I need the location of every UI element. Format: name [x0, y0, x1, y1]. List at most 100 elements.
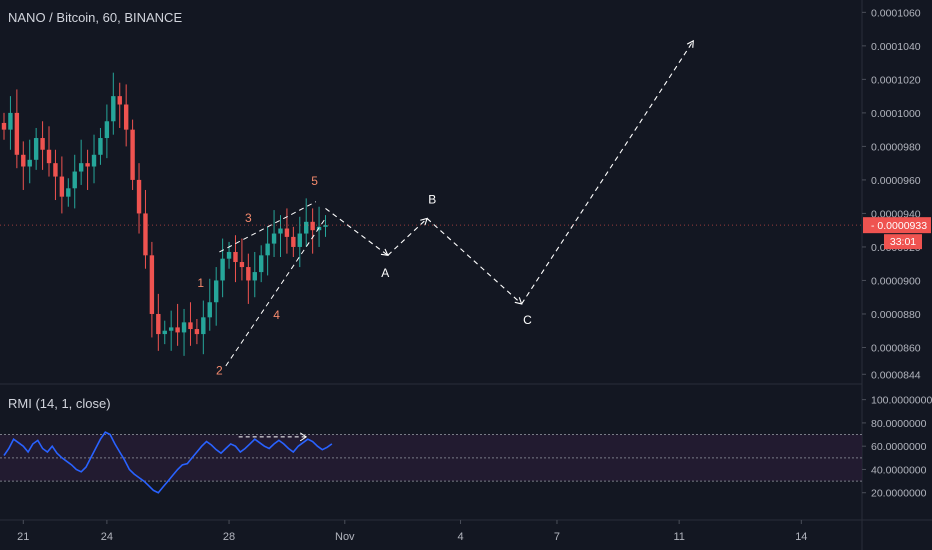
candle-body [143, 213, 148, 256]
forecast-segment [521, 40, 694, 305]
candle-body [59, 176, 65, 197]
candle-body [201, 317, 206, 335]
abc-label: B [428, 192, 436, 206]
price-tag: - 0.0000933 33:01 [0, 217, 931, 250]
candle-body [323, 225, 328, 227]
candle-body [265, 243, 270, 256]
candle-body [213, 280, 219, 303]
candle-body [239, 262, 245, 268]
candle-body [194, 329, 200, 335]
price-axis-label: 0.0001060 [871, 7, 921, 19]
candle-body [188, 322, 193, 330]
candle-body [111, 96, 116, 122]
wave-label: 2 [216, 363, 223, 377]
candle-body [207, 302, 212, 318]
candle-body [14, 112, 20, 155]
candle-body [156, 313, 161, 335]
candle-body [304, 221, 309, 234]
forecast-arrowhead [514, 297, 523, 305]
candle-body [130, 129, 135, 180]
rmi-layer [3, 431, 333, 494]
candle-body [98, 138, 103, 155]
annotation-layer: 1 2 3 4 5 A B C [197, 39, 694, 377]
rmi-band-fill [0, 434, 862, 482]
time-axis-label: 14 [795, 531, 807, 543]
time-axis-label: 28 [223, 531, 235, 543]
price-axis-label: 0.0000980 [871, 141, 921, 153]
candle-body [78, 163, 84, 172]
time-axis-label: 24 [101, 531, 113, 543]
candle-body [291, 236, 296, 247]
price-tag-value: - 0.0000933 [871, 220, 927, 232]
price-axis-label: 0.0000844 [871, 369, 921, 381]
candles-layer [1, 72, 328, 356]
rmi-axis-label: 80.0000000 [871, 418, 927, 430]
candle-body [27, 159, 32, 167]
candle-body [220, 258, 225, 281]
forecast-segment [426, 218, 522, 305]
price-axis-label: 0.0001040 [871, 41, 921, 53]
candle-body [85, 163, 90, 167]
candle-body [8, 112, 13, 130]
candle-body [53, 163, 58, 177]
candle-body [46, 149, 52, 164]
candle-body [117, 96, 122, 105]
time-axis-label: 7 [554, 531, 560, 543]
price-axis-label: 0.0000860 [871, 342, 921, 354]
channel-upper-line [219, 201, 317, 253]
candle-body [104, 121, 110, 139]
candle-body [271, 233, 277, 244]
candle-body [1, 122, 7, 130]
price-axis-label: 0.0001000 [871, 108, 921, 120]
candle-body [226, 251, 232, 259]
candle-body [162, 330, 167, 335]
candle-body [123, 104, 129, 130]
price-axis-label: 0.0000880 [871, 309, 921, 321]
time-axis-label: 21 [17, 531, 29, 543]
abc-label: C [523, 313, 532, 327]
axes-layer: 0.0001060 0.0001040 0.0001020 0.0001000 0.00… [17, 7, 932, 543]
time-axis-label: Nov [335, 531, 355, 543]
candle-body [33, 138, 39, 160]
countdown-value: 33:01 [890, 236, 916, 248]
wave-label: 4 [273, 308, 280, 322]
price-axis-label: 0.0000960 [871, 175, 921, 187]
rmi-axis-label: 60.0000000 [871, 441, 927, 453]
candle-body [278, 228, 283, 234]
time-axis-label: 4 [457, 531, 463, 543]
candle-body [181, 322, 187, 333]
forecast-arrowhead [686, 39, 694, 48]
candle-body [66, 188, 71, 197]
wave-label: 5 [311, 174, 318, 188]
candle-body [284, 228, 290, 237]
forecast-segment [325, 207, 389, 256]
candle-body [259, 255, 264, 273]
candle-body [21, 154, 26, 167]
candle-body [252, 272, 257, 281]
candle-body [168, 327, 174, 331]
candle-body [246, 267, 251, 281]
price-tag-box [863, 217, 931, 234]
wave-label: 3 [245, 211, 252, 225]
rmi-axis-label: 20.0000000 [871, 488, 927, 500]
candle-body [149, 255, 155, 314]
chart-title: NANO / Bitcoin, 60, BINANCE [8, 10, 183, 25]
rmi-line [3, 431, 333, 494]
abc-label: A [381, 266, 389, 280]
candle-body [91, 154, 97, 167]
candle-body [175, 327, 180, 333]
rmi-arrowhead [299, 432, 308, 442]
channel-lower-line [225, 219, 325, 367]
rmi-title: RMI (14, 1, close) [8, 396, 111, 411]
candle-body [233, 251, 238, 263]
countdown-box [884, 234, 922, 250]
price-axis-label: 0.0001020 [871, 74, 921, 86]
candle-body [310, 221, 315, 231]
candle-body [136, 179, 142, 214]
rmi-axis-label: 100.0000000 [871, 395, 932, 407]
candle-body [297, 233, 302, 247]
rmi-axis-label: 40.0000000 [871, 464, 927, 476]
time-axis-label: 11 [673, 531, 684, 543]
rmi-bands [0, 434, 862, 482]
